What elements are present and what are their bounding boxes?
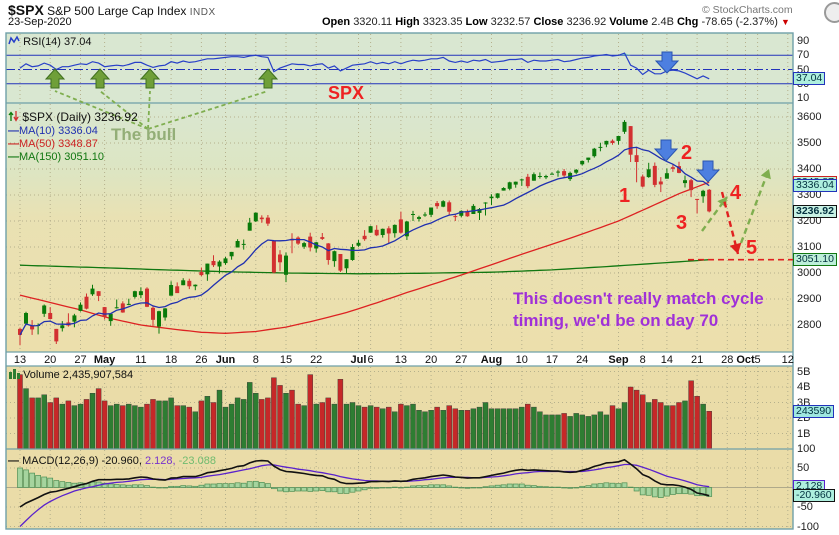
blue-down-arrow <box>654 51 680 74</box>
volume-panel <box>17 374 712 450</box>
panel-backgrounds <box>6 33 793 529</box>
green-dashed-arrow <box>739 168 771 244</box>
red-dashed-arrow <box>720 191 740 255</box>
fan-dashed-line <box>147 90 151 130</box>
blue-down-arrow <box>653 139 679 162</box>
macd-line <box>19 458 710 508</box>
green-up-arrow <box>257 68 279 89</box>
rsi-line <box>19 52 710 80</box>
green-up-arrow <box>44 68 66 89</box>
ma10-line <box>19 146 710 336</box>
arrowhead <box>760 169 771 180</box>
ma150-line <box>19 259 710 275</box>
green-up-arrow <box>89 68 111 89</box>
panel-borders <box>5 32 794 530</box>
fan-dashed-line <box>99 90 149 130</box>
candlesticks <box>18 120 712 346</box>
blue-down-arrow <box>695 160 721 183</box>
ma50-line <box>19 181 710 334</box>
price-panel <box>18 120 712 346</box>
macd-panel <box>17 458 713 527</box>
arrowhead <box>729 242 742 254</box>
green-up-arrow <box>139 68 161 89</box>
drawn-annotations <box>44 51 794 261</box>
macd-signal-line <box>19 463 710 527</box>
fan-dashed-line <box>54 90 149 130</box>
